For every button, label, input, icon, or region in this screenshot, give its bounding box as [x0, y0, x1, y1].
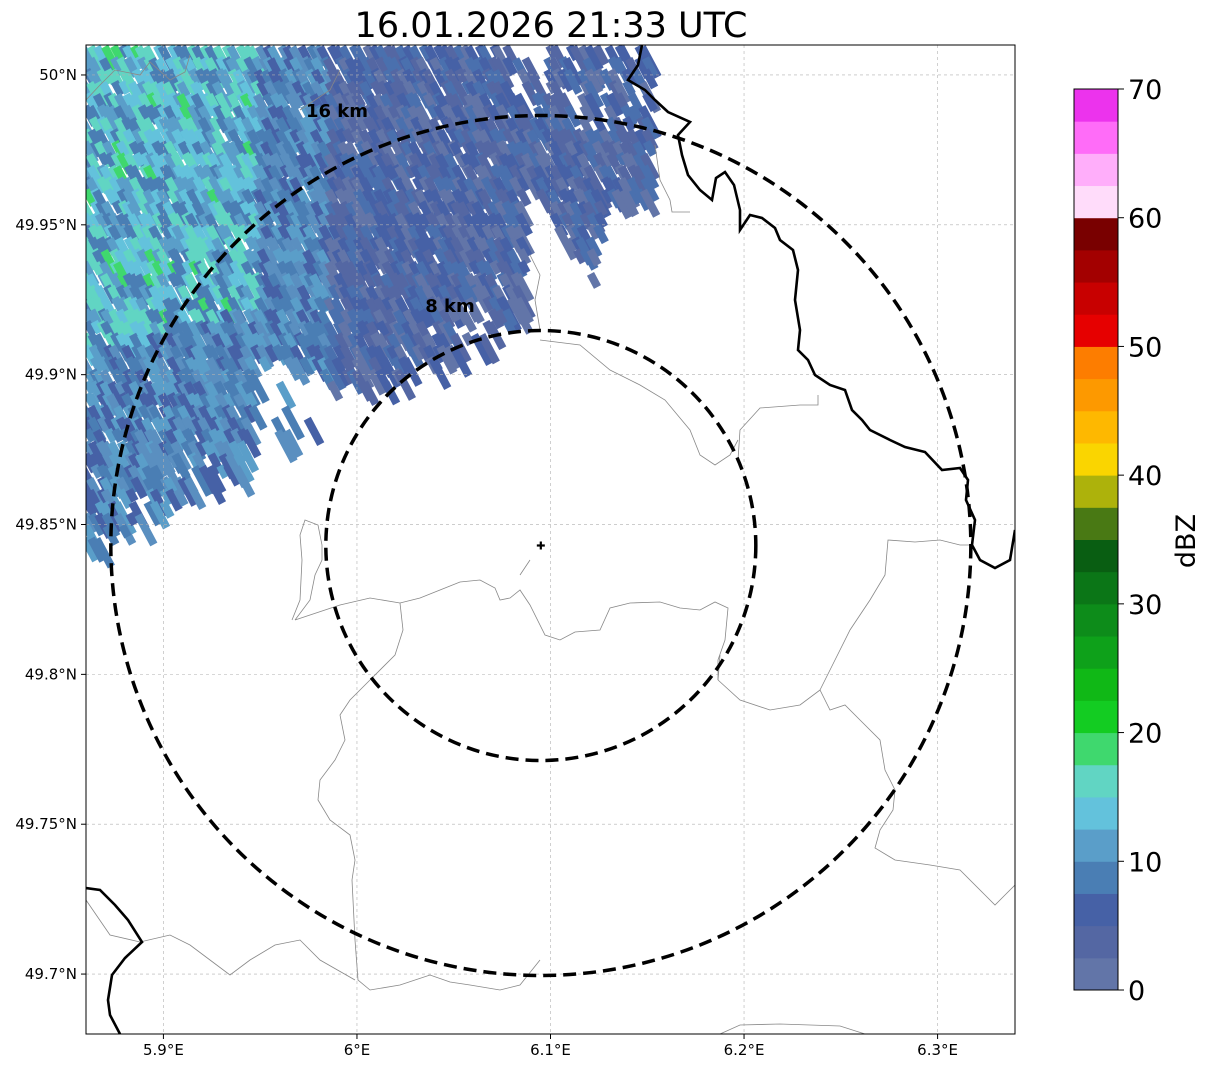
lat-tick-label: 49.95°N	[15, 216, 77, 234]
colorbar-swatch	[1074, 217, 1118, 251]
colorbar-swatch	[1074, 121, 1118, 154]
map-area: 8 km 16 km	[85, 44, 1016, 1035]
range-ring-8km	[324, 328, 758, 763]
colorbar-tick-label: 70	[1128, 75, 1162, 106]
radar-site-marker	[536, 541, 545, 550]
colorbar-swatch	[1074, 282, 1118, 315]
lat-tick-label: 49.75°N	[15, 815, 77, 833]
colorbar-tick-label: 10	[1128, 847, 1162, 878]
colorbar-swatch	[1074, 732, 1118, 766]
reflectivity-echoes	[86, 45, 662, 569]
colorbar-tick-label: 60	[1128, 204, 1162, 235]
colorbar-swatch	[1074, 829, 1118, 862]
range-rings: 8 km 16 km	[109, 101, 973, 978]
range-ring-label: 16 km	[306, 101, 368, 122]
colorbar-tick-label: 50	[1128, 332, 1162, 363]
colorbar-swatch	[1074, 475, 1118, 508]
colorbar-swatch	[1074, 539, 1118, 573]
colorbar-swatch	[1074, 700, 1118, 734]
lat-tick-label: 49.7°N	[25, 965, 77, 983]
map-gridlines	[86, 45, 1015, 1034]
colorbar-tick-label: 20	[1128, 719, 1162, 750]
colorbar-swatch	[1074, 796, 1118, 830]
lon-tick-label: 5.9°E	[143, 1041, 184, 1059]
colorbar-tick-label: 40	[1128, 461, 1162, 492]
colorbar-label: dBZ	[1171, 514, 1202, 568]
colorbar-swatch	[1074, 153, 1118, 187]
admin-boundary	[719, 1023, 866, 1034]
colorbar-swatch	[1074, 636, 1118, 669]
admin-boundary	[86, 899, 356, 981]
admin-boundary	[819, 539, 970, 691]
colorbar-swatch	[1074, 378, 1118, 412]
range-ring-16km	[109, 113, 973, 978]
national-border	[86, 886, 144, 1034]
colorbar-swatches	[1074, 89, 1118, 991]
lat-tick-label: 50°N	[39, 66, 77, 84]
lon-tick-label: 6.2°E	[724, 1041, 765, 1059]
lat-tick-label: 49.85°N	[15, 516, 77, 534]
lon-tick-label: 6°E	[344, 1041, 371, 1059]
longitude-ticks: 5.9°E 6°E 6.1°E 6.2°E 6.3°E	[143, 1034, 958, 1059]
colorbar-swatch	[1074, 603, 1118, 637]
colorbar-swatch	[1074, 571, 1118, 605]
latitude-ticks: 50°N 49.95°N 49.9°N 49.85°N 49.8°N 49.75°N 49.…	[15, 66, 86, 983]
admin-boundary	[317, 602, 541, 991]
lat-tick-label: 49.9°N	[25, 366, 77, 384]
admin-boundary	[86, 54, 341, 111]
colorbar-swatch	[1074, 764, 1118, 798]
admin-boundary	[717, 679, 1015, 906]
range-ring-label: 8 km	[425, 296, 475, 317]
colorbar-swatch	[1074, 925, 1118, 959]
map-title: 16.01.2026 21:33 UTC	[355, 6, 748, 46]
boundaries	[86, 45, 1015, 1034]
colorbar-swatch	[1074, 668, 1118, 701]
colorbar-swatch	[1074, 314, 1118, 347]
admin-boundary	[291, 519, 729, 680]
admin-boundary	[529, 144, 690, 331]
colorbar-swatch	[1074, 410, 1118, 444]
colorbar-ticks: 0 10 20 30 40 50 60 70	[1118, 75, 1162, 1007]
colorbar-tick-label: 30	[1128, 590, 1162, 621]
colorbar-swatch	[1074, 89, 1118, 122]
admin-boundary	[539, 339, 739, 466]
colorbar-swatch	[1074, 249, 1118, 283]
colorbar: 0 10 20 30 40 50 60 70 dBZ	[1073, 75, 1202, 1007]
colorbar-frame	[1073, 88, 1119, 991]
lat-tick-label: 49.8°N	[25, 665, 77, 683]
colorbar-swatch	[1074, 346, 1118, 380]
colorbar-swatch	[1074, 442, 1118, 476]
colorbar-tick-label: 0	[1128, 976, 1145, 1007]
colorbar-swatch	[1074, 957, 1118, 991]
lon-tick-label: 6.3°E	[917, 1041, 958, 1059]
colorbar-swatch	[1074, 185, 1118, 219]
colorbar-swatch	[1074, 861, 1118, 894]
colorbar-swatch	[1074, 507, 1118, 540]
lon-tick-label: 6.1°E	[530, 1041, 571, 1059]
colorbar-swatch	[1074, 893, 1118, 927]
